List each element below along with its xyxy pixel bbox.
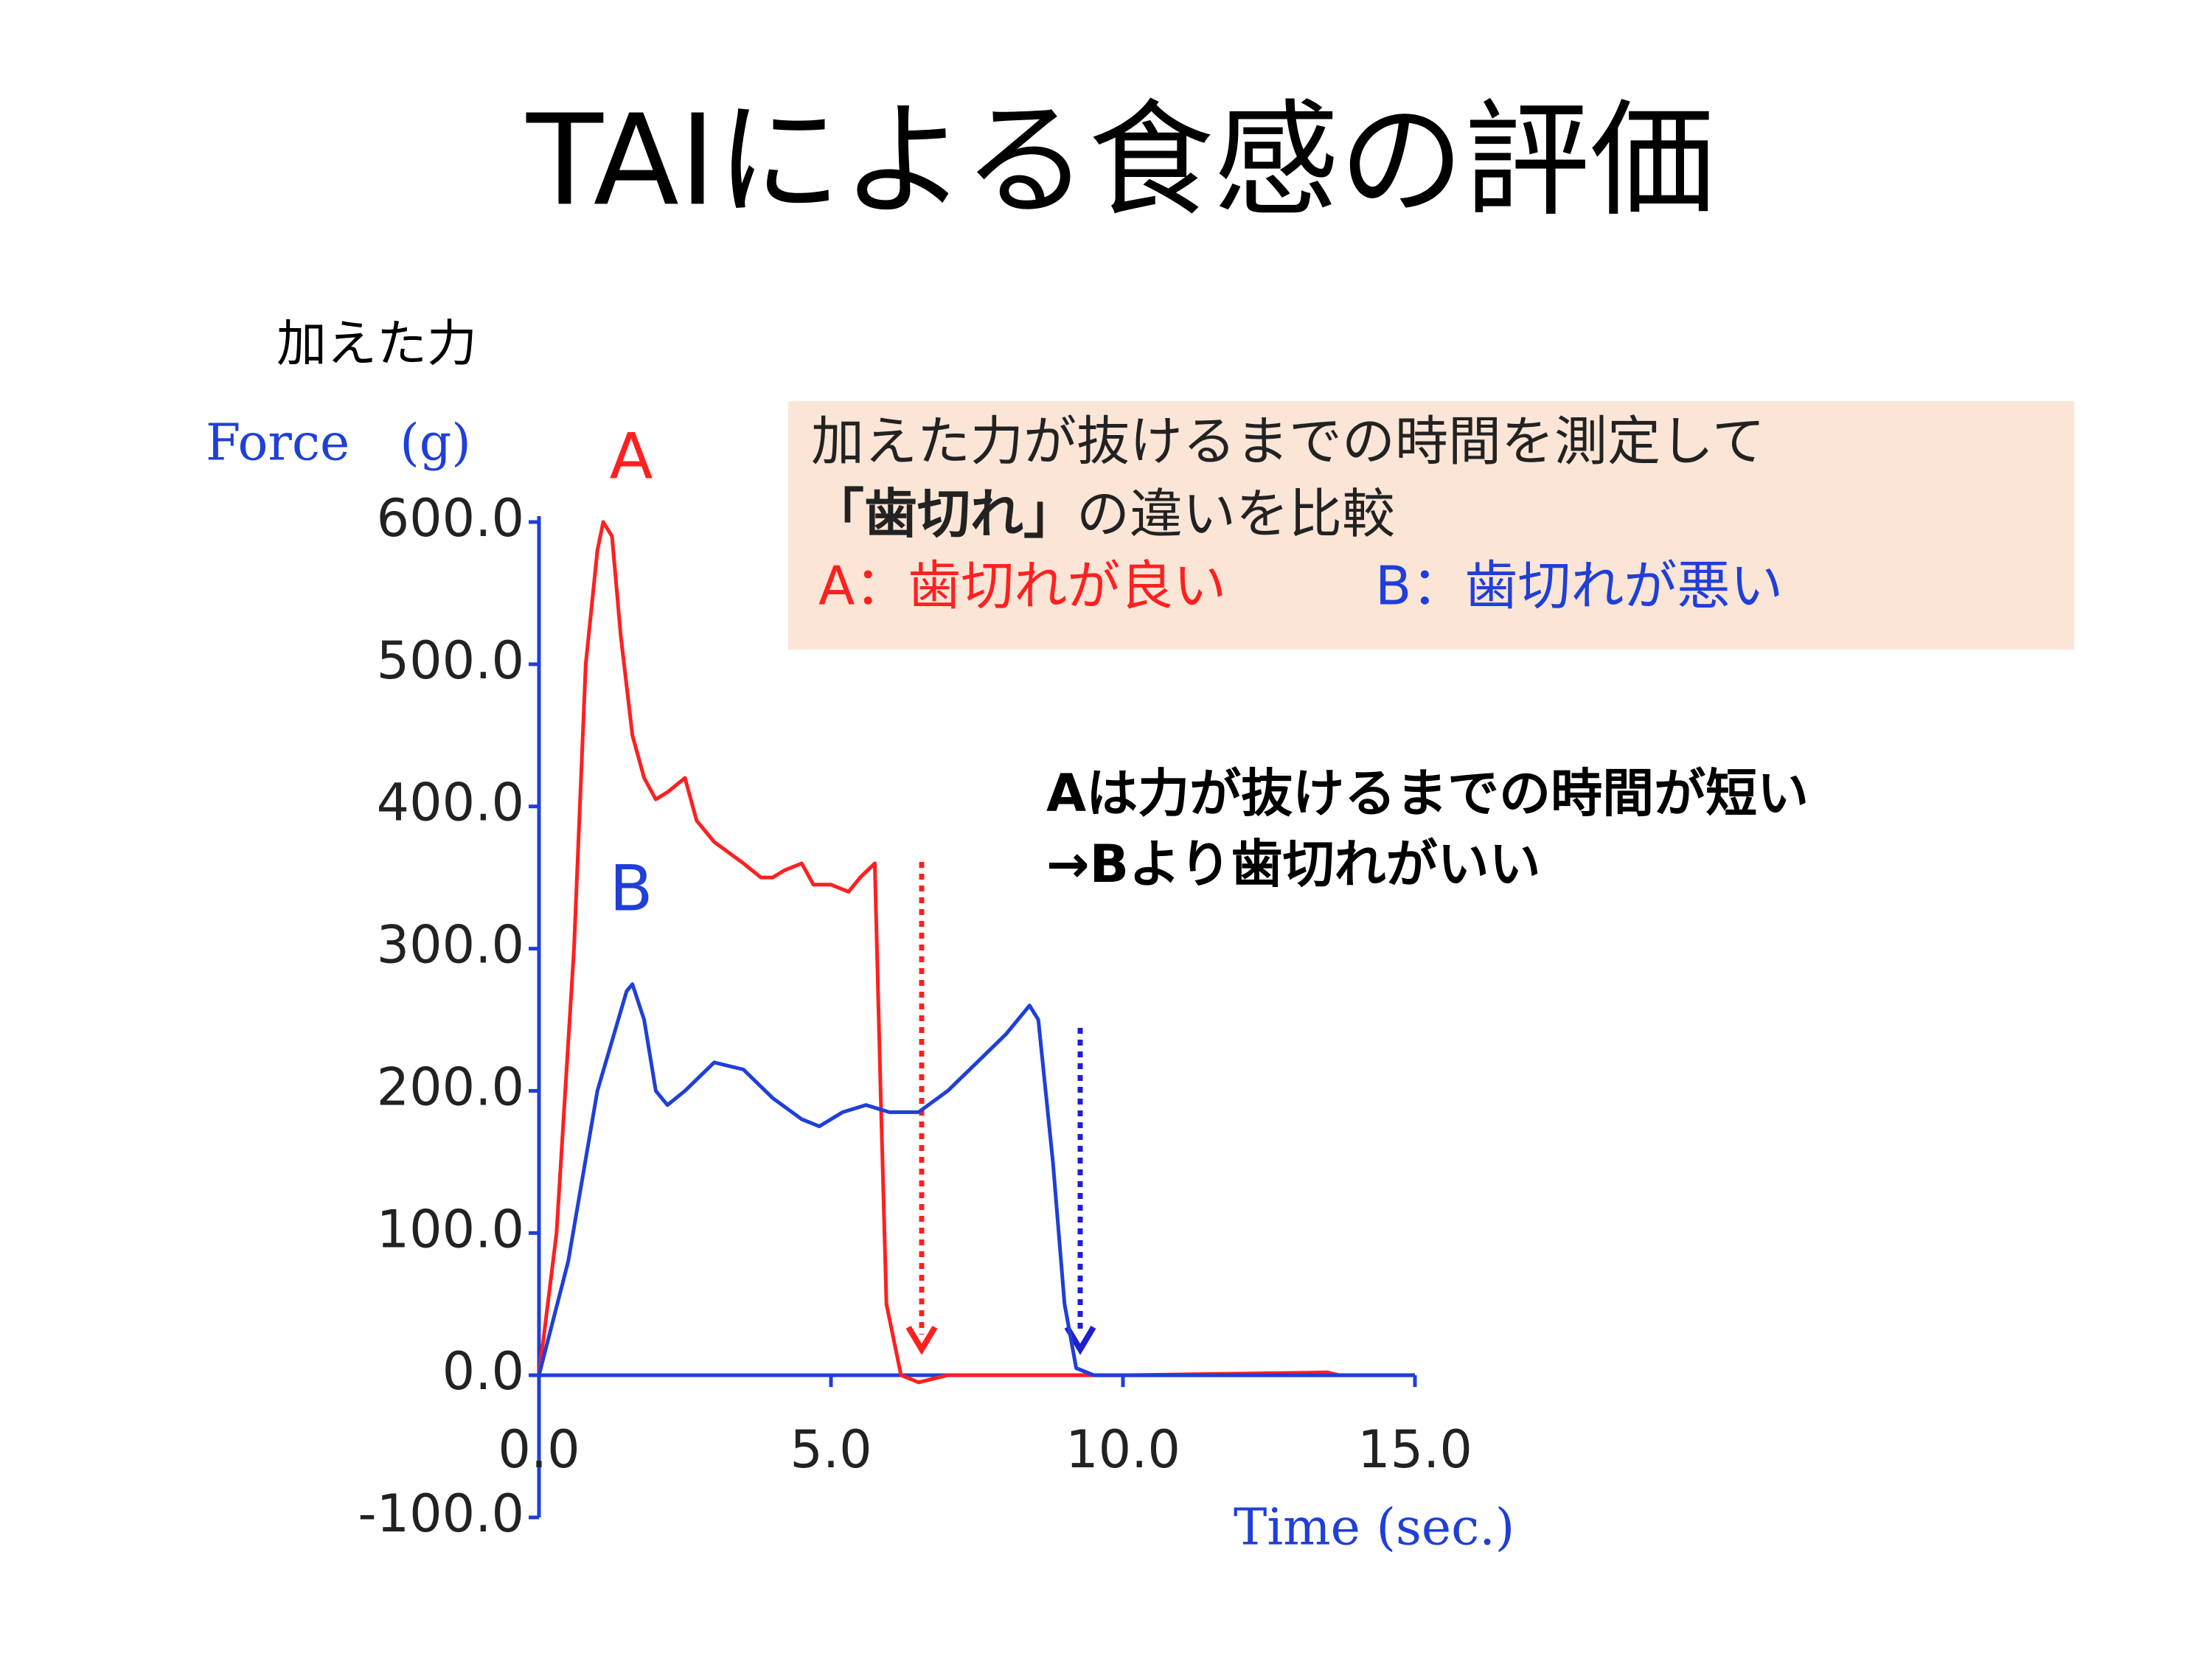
x-tick-label: 0.0 [498,1419,580,1480]
y-tick-label: 600.0 [377,488,524,549]
series-line [537,520,1340,1385]
x-tick-label: 15.0 [1357,1419,1472,1480]
y-tick-label: 300.0 [377,915,524,975]
info-line: 「歯切れ」の違いを比較 [811,483,1395,545]
info-box [788,401,2074,650]
y-tick-label: 500.0 [377,630,524,691]
x-axis-label: Time (sec.) [1234,1499,1514,1557]
y-note: 加えた力 [276,316,477,374]
y-tick-label: -100.0 [358,1484,524,1544]
info-b: B：歯切れが悪い [1375,555,1783,617]
slide-title: TAIによる食感の評価 [526,88,1715,234]
conclusion-line: →Bより歯切れがいい [1046,834,1541,894]
info-a: A：歯切れが良い [818,555,1226,617]
series-label: B [610,852,653,925]
x-tick-label: 5.0 [790,1419,872,1480]
y-tick-label: 400.0 [377,773,524,833]
y-tick-label: 200.0 [377,1057,524,1117]
series-line [537,982,1415,1377]
info-rest: の違いを比較 [1077,483,1395,545]
y-tick-label: 0.0 [442,1341,524,1402]
y-axis-label: Force (g) [206,414,471,473]
series-label: A [610,420,653,493]
info-bold: 「歯切れ」 [811,483,1077,545]
x-tick-label: 10.0 [1065,1419,1180,1480]
info-line: 加えた力が抜けるまでの時間を測定して [811,411,1765,473]
y-tick-label: 100.0 [377,1199,524,1259]
arrow-head [905,1325,938,1355]
conclusion-line: Aは力が抜けるまでの時間が短い [1046,763,1809,824]
